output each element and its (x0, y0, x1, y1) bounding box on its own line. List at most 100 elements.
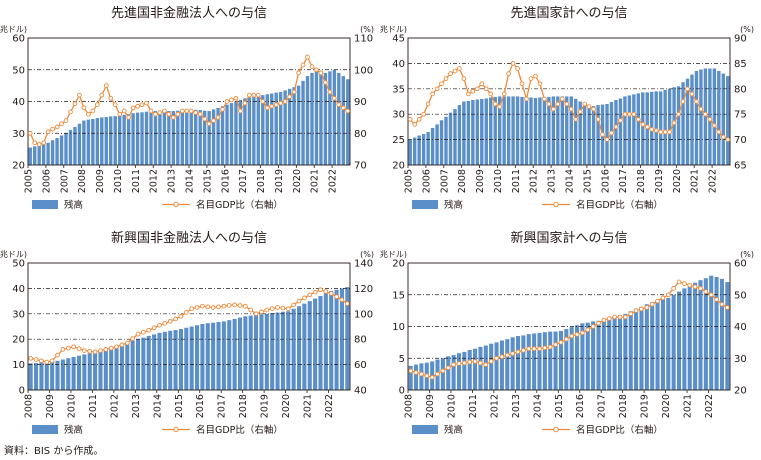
bar (211, 322, 216, 390)
ratio-point (716, 129, 722, 135)
ratio-point (126, 115, 131, 120)
ratio-point (555, 101, 561, 107)
y2-tick-label: 75 (734, 110, 747, 121)
bar (596, 105, 600, 165)
bar (227, 320, 232, 390)
bar (578, 101, 582, 165)
bar (672, 87, 676, 165)
legend-bar-swatch (32, 200, 58, 209)
y2-axis-unit-label: (%) (360, 250, 374, 259)
bar (440, 358, 445, 390)
ratio-point (178, 313, 184, 319)
ratio-point (103, 83, 109, 88)
x-tick-label: 2014 (185, 169, 196, 193)
y2-axis-unit-label: (%) (740, 250, 754, 259)
ratio-point (188, 108, 194, 114)
bar (198, 110, 202, 165)
ratio-point (229, 97, 234, 103)
bar (714, 276, 719, 390)
bar (103, 348, 108, 390)
ratio-point (499, 354, 505, 360)
legend-line-marker (553, 201, 559, 208)
ratio-point (135, 331, 141, 337)
bar (104, 117, 108, 165)
bar (82, 120, 86, 165)
y2-tick-label: 40 (354, 386, 367, 397)
y-tick-label: 30 (392, 110, 405, 121)
bar (542, 332, 547, 390)
ratio-point (148, 108, 154, 114)
ratio-point (434, 86, 440, 92)
ratio-point (99, 92, 105, 98)
bar (448, 112, 453, 165)
bar (537, 332, 542, 390)
ratio-point (144, 100, 149, 106)
ratio-point (130, 105, 136, 111)
bar (685, 78, 690, 165)
x-tick-label: 2005 (404, 169, 415, 193)
x-tick-label: 2019 (640, 394, 651, 418)
bar (86, 119, 91, 165)
bar (676, 291, 682, 390)
ratio-point (179, 108, 185, 114)
bar (446, 356, 451, 390)
chart-svg: 先進国非金融法人への与信 (兆ドル) (%) 20 30 40 50 60 70 80 90 100 1… (0, 5, 374, 211)
bar (515, 336, 521, 390)
ratio-point (130, 336, 135, 341)
bar (130, 340, 135, 390)
ratio-point (585, 327, 591, 333)
bar (703, 68, 708, 165)
ratio-point (483, 86, 489, 92)
bar (478, 346, 483, 390)
ratio-point (596, 320, 601, 326)
ratio-point (323, 289, 329, 294)
bar (634, 308, 639, 390)
bar (122, 114, 126, 165)
ratio-point (307, 292, 313, 298)
x-tick-label: 2008 (24, 394, 35, 418)
bar (580, 323, 585, 390)
bar (225, 104, 229, 165)
ratio-point (98, 348, 103, 353)
ratio-point (90, 108, 96, 114)
ratio-point (655, 298, 660, 304)
legend-bar-label: 残高 (64, 424, 83, 436)
bar (229, 103, 234, 165)
ratio-point (200, 303, 205, 309)
ratio-point (676, 111, 681, 117)
ratio-point (327, 89, 333, 95)
bar (292, 87, 296, 165)
ratio-point (247, 92, 252, 98)
y-tick-label: 45 (392, 34, 405, 45)
ratio-point (45, 129, 51, 135)
ratio-point (334, 294, 339, 300)
ratio-point (720, 134, 726, 140)
bar (184, 327, 189, 390)
ratio-point (211, 118, 216, 123)
chart-panel-emerging-household: 新興国家計への与信(兆ドル)(%)05101520203040506020082… (380, 225, 760, 450)
ratio-point (685, 86, 690, 92)
ratio-point (323, 80, 328, 85)
bar (591, 321, 596, 390)
x-tick-label: 2017 (238, 169, 249, 193)
ratio-point (439, 81, 444, 87)
ratio-point (568, 106, 574, 112)
bar (302, 303, 307, 390)
y2-tick-label: 110 (354, 34, 373, 45)
bar (66, 358, 71, 390)
x-tick-label: 2021 (683, 394, 694, 418)
ratio-point (175, 111, 181, 117)
ratio-point (232, 302, 237, 308)
ratio-point (635, 116, 641, 122)
y2-tick-label: 60 (354, 360, 367, 371)
x-tick-label: 2009 (425, 394, 436, 418)
y2-tick-label: 80 (354, 129, 367, 140)
bar (345, 287, 350, 390)
bar (153, 111, 158, 165)
ratio-point (515, 66, 520, 71)
x-tick-label: 2010 (113, 169, 124, 193)
ratio-point (291, 302, 296, 308)
ratio-point (662, 129, 668, 135)
bar (202, 110, 207, 165)
ratio-point (336, 102, 342, 108)
